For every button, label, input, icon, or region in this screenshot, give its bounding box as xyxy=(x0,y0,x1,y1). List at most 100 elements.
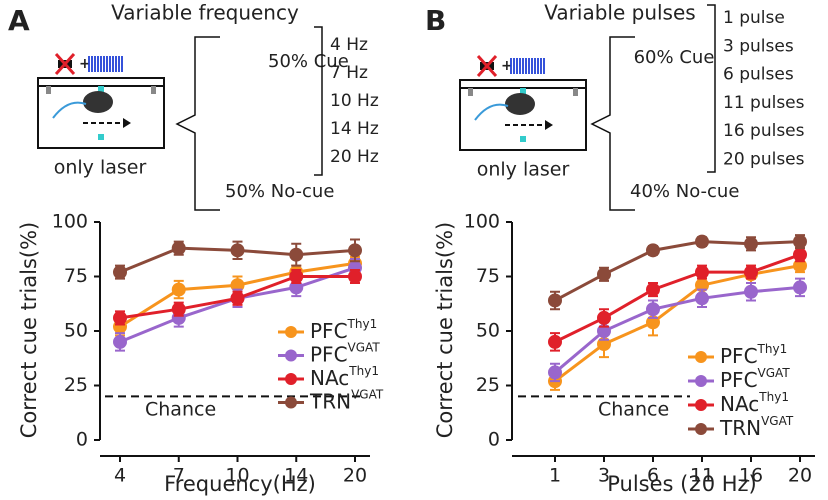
cue-label: 60% Cue xyxy=(634,47,715,68)
cue-light xyxy=(520,88,526,94)
data-point xyxy=(113,265,127,280)
cue-light xyxy=(98,86,104,92)
legend-marker xyxy=(695,423,707,435)
cue-light xyxy=(520,136,526,142)
series-line xyxy=(554,285,801,374)
mouse xyxy=(83,91,113,113)
arrow-head xyxy=(545,120,553,130)
x-tick-label: 10 xyxy=(225,465,249,487)
data-point xyxy=(548,293,562,308)
x-tick-label: 14 xyxy=(284,465,308,487)
legend-sup: Thy1 xyxy=(758,390,789,404)
option: 7 Hz xyxy=(330,63,368,83)
data-point xyxy=(113,334,127,349)
data-point xyxy=(744,236,758,251)
port xyxy=(151,86,156,94)
data-point xyxy=(548,365,562,380)
legend-sup: VGAT xyxy=(758,366,791,380)
data-point xyxy=(230,243,245,258)
legend-marker xyxy=(285,396,297,409)
plus: + xyxy=(79,56,91,72)
legend-name: TRN xyxy=(719,416,761,440)
data-point xyxy=(171,282,186,297)
y-tick-label: 75 xyxy=(476,265,500,287)
legend-entry: NAcThy1 xyxy=(720,390,789,416)
data-point xyxy=(171,302,186,317)
legend-marker xyxy=(285,373,297,385)
x-axis-label: Frequency(Hz) xyxy=(164,472,316,496)
data-point xyxy=(695,234,709,249)
x-tick-label: 7 xyxy=(173,465,185,487)
caption: only laser xyxy=(54,157,147,179)
legend-sup: Thy1 xyxy=(347,317,378,331)
panel-letter: A xyxy=(8,4,30,37)
nocue-label: 40% No-cue xyxy=(630,181,739,202)
x-tick-label: 20 xyxy=(788,465,812,487)
mouse xyxy=(505,93,535,115)
cue-label: 50% Cue xyxy=(268,51,349,72)
data-point xyxy=(744,284,758,299)
x-tick-label: 11 xyxy=(690,465,714,487)
series-line xyxy=(554,253,801,344)
data-point xyxy=(597,310,611,325)
data-point xyxy=(113,310,127,325)
option: 11 pulses xyxy=(723,93,805,113)
legend-entry: PFCThy1 xyxy=(310,317,377,343)
option: 1 pulse xyxy=(723,8,785,28)
chance-label: Chance xyxy=(598,399,669,421)
option: 20 Hz xyxy=(330,147,379,167)
option: 3 pulses xyxy=(723,36,794,56)
port xyxy=(468,88,473,96)
bracket xyxy=(314,26,323,176)
x-tick-label: 4 xyxy=(114,465,126,487)
plus: + xyxy=(501,58,513,74)
port xyxy=(46,86,51,94)
cross xyxy=(476,54,498,78)
data-point xyxy=(348,269,362,284)
data-point xyxy=(348,243,362,258)
brace xyxy=(590,36,635,211)
panel-title: Variable pulses xyxy=(544,1,695,25)
y-tick-label: 100 xyxy=(52,211,88,233)
arrow-head xyxy=(123,118,131,128)
legend-marker xyxy=(285,326,297,338)
option: 4 Hz xyxy=(330,35,368,55)
data-point xyxy=(597,267,611,282)
legend-entry: TRNVGAT xyxy=(719,414,794,440)
x-tick-label: 6 xyxy=(647,465,659,487)
data-point xyxy=(289,247,304,262)
caption: only laser xyxy=(477,159,570,181)
data-point xyxy=(646,243,660,258)
y-tick-label: 75 xyxy=(64,265,88,287)
data-point xyxy=(646,302,660,317)
series-line xyxy=(554,240,801,302)
chamber xyxy=(37,77,165,149)
legend-sup: Thy1 xyxy=(348,364,379,378)
nocue-label: 50% No-cue xyxy=(225,181,334,202)
option: 6 pulses xyxy=(723,65,794,85)
cross xyxy=(54,52,76,76)
chance-label: Chance xyxy=(145,399,216,421)
legend-name: PFC xyxy=(720,344,758,368)
legend-marker xyxy=(695,375,707,387)
y-tick-label: 0 xyxy=(488,429,500,451)
data-point xyxy=(793,247,807,262)
legend-entry: PFCThy1 xyxy=(720,342,787,368)
data-point xyxy=(230,291,245,306)
legend-name: PFC xyxy=(310,319,348,343)
legend-marker xyxy=(285,349,297,362)
brace xyxy=(175,36,220,211)
y-tick-label: 100 xyxy=(464,211,500,233)
option: 14 Hz xyxy=(330,119,379,139)
data-point xyxy=(548,334,562,349)
legend-name: NAc xyxy=(720,392,759,416)
data-point xyxy=(171,241,186,256)
legend-entry: PFCVGAT xyxy=(310,340,380,366)
data-point xyxy=(793,280,807,295)
mouse-fiber xyxy=(52,101,87,119)
mouse-fiber xyxy=(474,103,509,121)
x-tick-label: 16 xyxy=(739,465,763,487)
legend-sup: Thy1 xyxy=(757,342,788,356)
x-tick-label: 3 xyxy=(598,465,610,487)
